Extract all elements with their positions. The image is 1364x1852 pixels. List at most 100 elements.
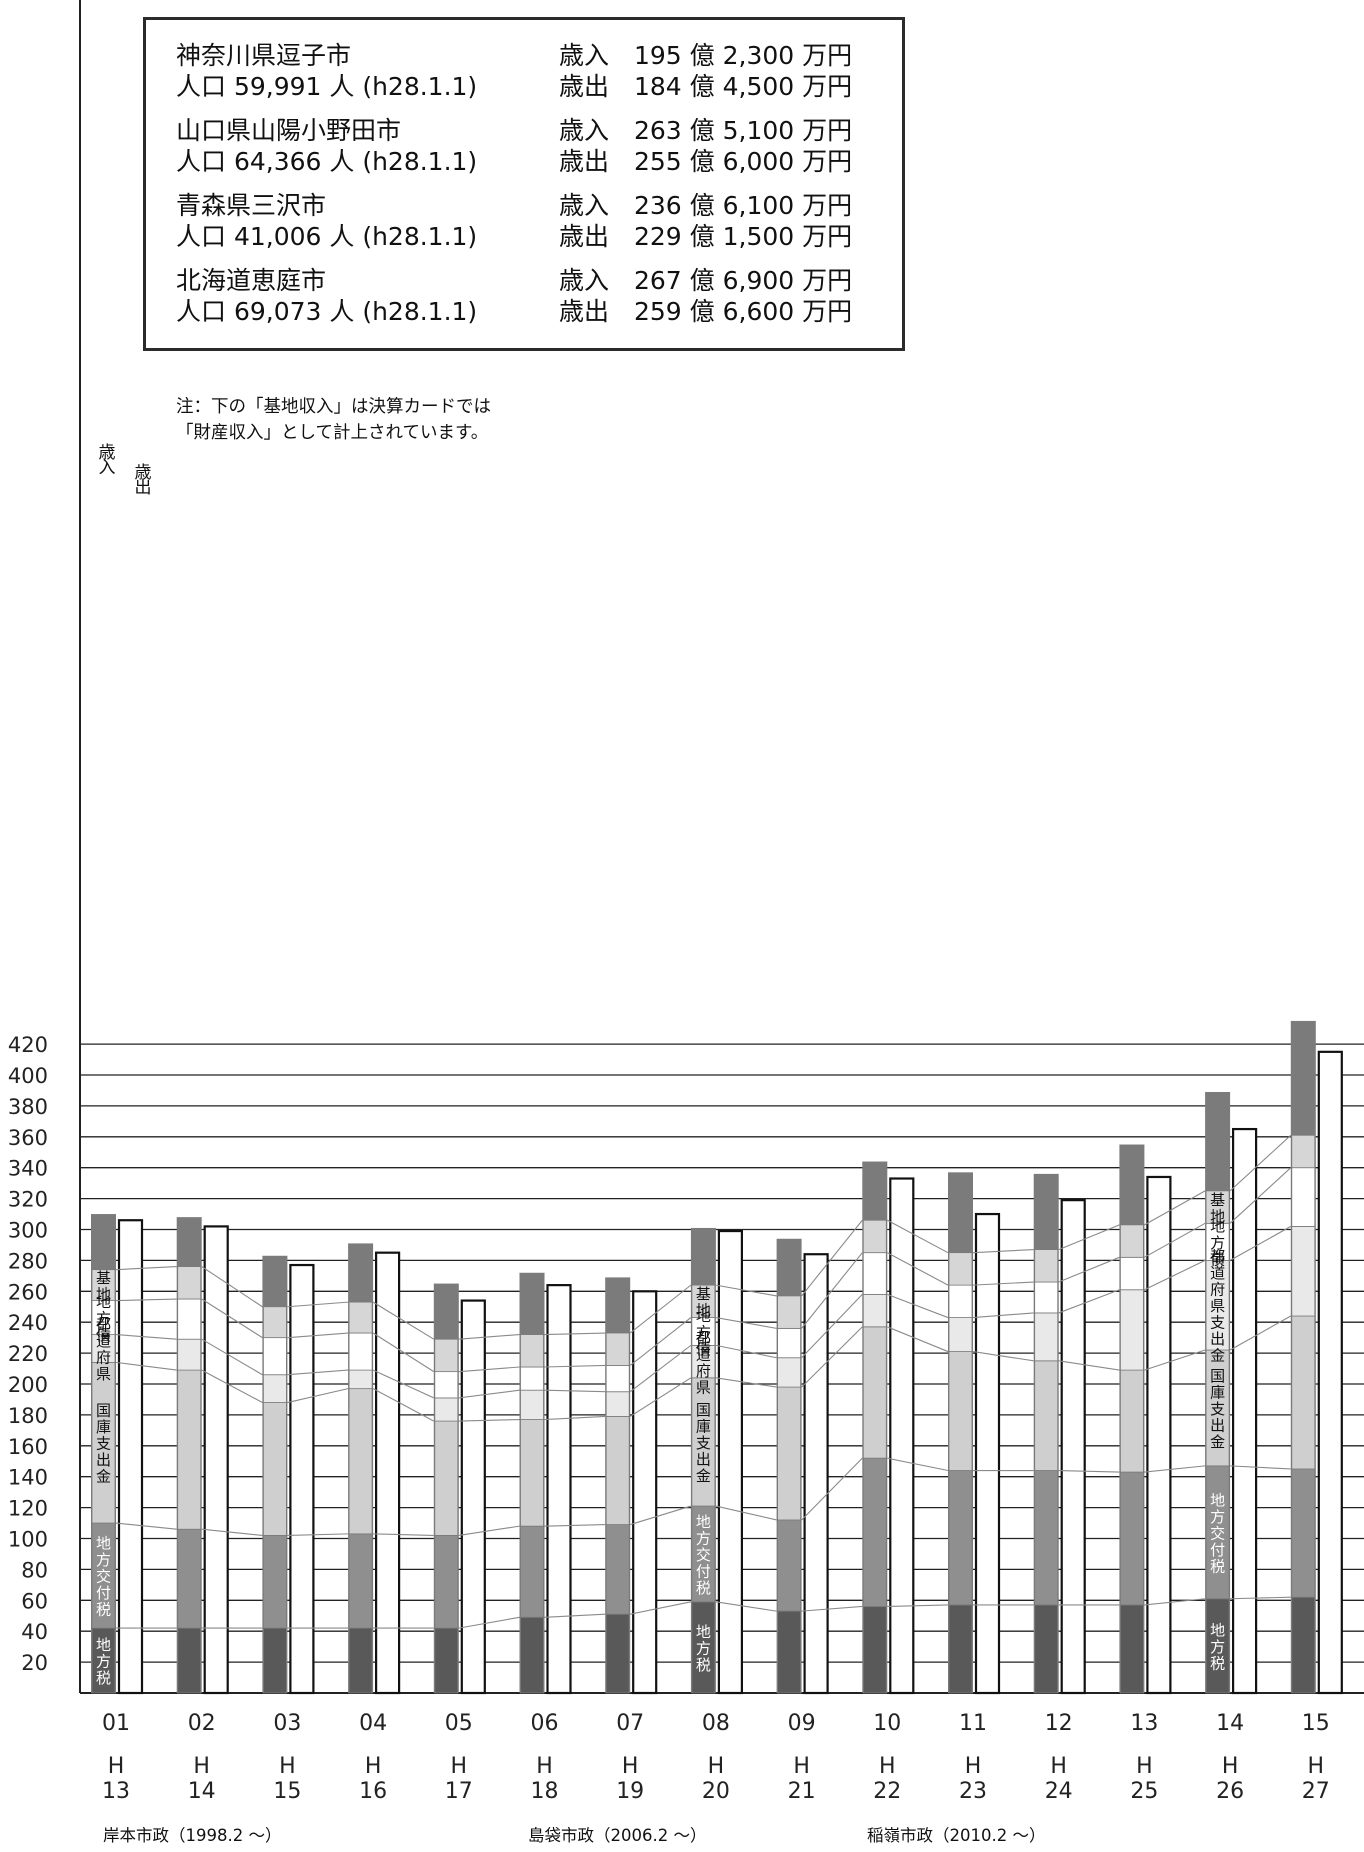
segment-label: 地 (96, 1535, 111, 1553)
segment-national-treasury (605, 1416, 630, 1525)
segment-local-tax (520, 1616, 544, 1694)
segment-local-allocation-tax (1034, 1470, 1059, 1606)
x-tick-label: 07 (616, 1711, 644, 1736)
segment-base-income (1034, 1249, 1059, 1283)
connector-prefectural (629, 1344, 692, 1393)
segment-label: 地 (1210, 1621, 1225, 1639)
y-tick-label: 80 (21, 1558, 48, 1582)
y-tick-label: 20 (21, 1651, 48, 1675)
segment-local-tax (1120, 1604, 1144, 1694)
city-name: 北海道恵庭市 (176, 266, 327, 295)
x-tick-label: 15 (1302, 1711, 1330, 1736)
segment-prefectural (348, 1369, 373, 1390)
fiscal-year-era: H (708, 1754, 725, 1779)
segment-label: 方 (96, 1551, 111, 1569)
fiscal-year-number: 13 (102, 1779, 130, 1804)
segment-label: 基 (1210, 1191, 1225, 1209)
x-tick-label: 14 (1216, 1711, 1244, 1736)
segment-local-allocation-tax (777, 1519, 801, 1612)
segment-base-income (862, 1219, 887, 1254)
connector-base-income (372, 1301, 435, 1340)
segment-local-bonds (1291, 1167, 1316, 1227)
connector-national-treasury (458, 1418, 520, 1422)
fiscal-year-era: H (1050, 1754, 1067, 1779)
connector-local-allocation-tax (115, 1522, 177, 1530)
connector-local-bonds (1144, 1222, 1206, 1258)
segment-local-bonds (520, 1366, 544, 1391)
connector-local-allocation-tax (458, 1525, 520, 1536)
note: 注：下の「基地収入」は決算カードでは 「財産収入」として計上されています。 (176, 394, 491, 446)
segment-label: 庫 (696, 1417, 711, 1435)
fiscal-year-era: H (965, 1754, 982, 1779)
connector-local-bonds (801, 1252, 863, 1329)
city-revenue: 歳入 236 億 6,100 万円 (559, 191, 853, 220)
segment-local-bonds (1120, 1256, 1144, 1291)
fiscal-year-era: H (1222, 1754, 1239, 1779)
city-name: 神奈川県逗子市 (176, 41, 352, 70)
connector-national-treasury (801, 1326, 863, 1388)
y-tick-label: 40 (21, 1620, 48, 1644)
segment-prefectural (862, 1293, 887, 1328)
segment-local-bonds (177, 1298, 202, 1340)
segment-label: 国 (1210, 1367, 1225, 1385)
city-population: 人口 41,006 人 (h28.1.1) (176, 222, 478, 251)
segment-base-income (605, 1332, 630, 1366)
segment-label: 税 (1210, 1654, 1225, 1672)
city-name: 青森県三沢市 (176, 191, 327, 220)
x-tick-label: 08 (702, 1711, 730, 1736)
connector-prefectural (1229, 1225, 1292, 1261)
connector-local-bonds (972, 1281, 1034, 1286)
segment-label: 付 (696, 1562, 711, 1580)
expenditure-bar (546, 1284, 572, 1695)
connector-national-treasury (715, 1377, 777, 1388)
segment-label: 府 (1210, 1281, 1225, 1299)
segment-label: 方 (696, 1323, 711, 1341)
note-line: 注：下の「基地収入」は決算カードでは (176, 397, 491, 417)
segment-label: 債 (696, 1340, 711, 1358)
connector-local-allocation-tax (1230, 1465, 1291, 1470)
connector-prefectural (544, 1389, 606, 1393)
city-expenditure: 歳出 259 億 6,600 万円 (559, 297, 853, 326)
x-tick-label: 13 (1130, 1711, 1158, 1736)
expenditure-bar (632, 1290, 658, 1695)
fiscal-year-era: H (365, 1754, 382, 1779)
city-zushi: 神奈川県逗子市 歳入 195 億 2,300 万円 人口 59,991 人 (h2… (176, 40, 852, 102)
city-expenditure: 歳出 184 億 4,500 万円 (559, 72, 853, 101)
city-revenue: 歳入 267 億 6,900 万円 (559, 266, 853, 295)
segment-label: 地 (1210, 1217, 1225, 1235)
connector-national-treasury (544, 1415, 606, 1421)
segment-label: 方 (1210, 1508, 1225, 1526)
y-tick-label: 400 (8, 1064, 48, 1088)
connector-prefectural (715, 1344, 777, 1359)
segment-label: 地 (96, 1285, 111, 1303)
connector-local-allocation-tax (373, 1533, 434, 1536)
fiscal-year-number: 16 (359, 1779, 387, 1804)
connector-prefectural (801, 1294, 863, 1359)
fiscal-year-number: 25 (1130, 1779, 1158, 1804)
city-name: 山口県山陽小野田市 (176, 116, 402, 145)
segment-local-bonds (348, 1332, 373, 1371)
segment-label: 庫 (1210, 1383, 1225, 1401)
x-tick-label: 09 (788, 1711, 816, 1736)
y-tick-label: 380 (8, 1095, 48, 1119)
fiscal-year-number: 14 (188, 1779, 216, 1804)
connector-base-income (887, 1219, 949, 1254)
segment-label: 税 (96, 1601, 111, 1619)
connector-base-income (972, 1249, 1034, 1254)
segment-label: 地 (696, 1307, 711, 1325)
segment-national-treasury (777, 1386, 801, 1521)
connector-base-income (1144, 1190, 1206, 1226)
segment-base-income (177, 1266, 202, 1300)
connector-prefectural (887, 1293, 949, 1319)
connector-local-allocation-tax (1058, 1469, 1120, 1473)
connector-local-allocation-tax (715, 1505, 777, 1521)
fiscal-year-era: H (622, 1754, 639, 1779)
segment-base-income (1205, 1190, 1230, 1224)
expenditure-bar (1146, 1175, 1172, 1695)
segment-label: 地 (96, 1636, 111, 1654)
connector-local-allocation-tax (801, 1457, 863, 1521)
y-tick-label: 420 (8, 1033, 48, 1057)
city-population: 人口 59,991 人 (h28.1.1) (176, 72, 478, 101)
connector-local-allocation-tax (201, 1528, 263, 1536)
segment-local-tax (777, 1610, 801, 1694)
